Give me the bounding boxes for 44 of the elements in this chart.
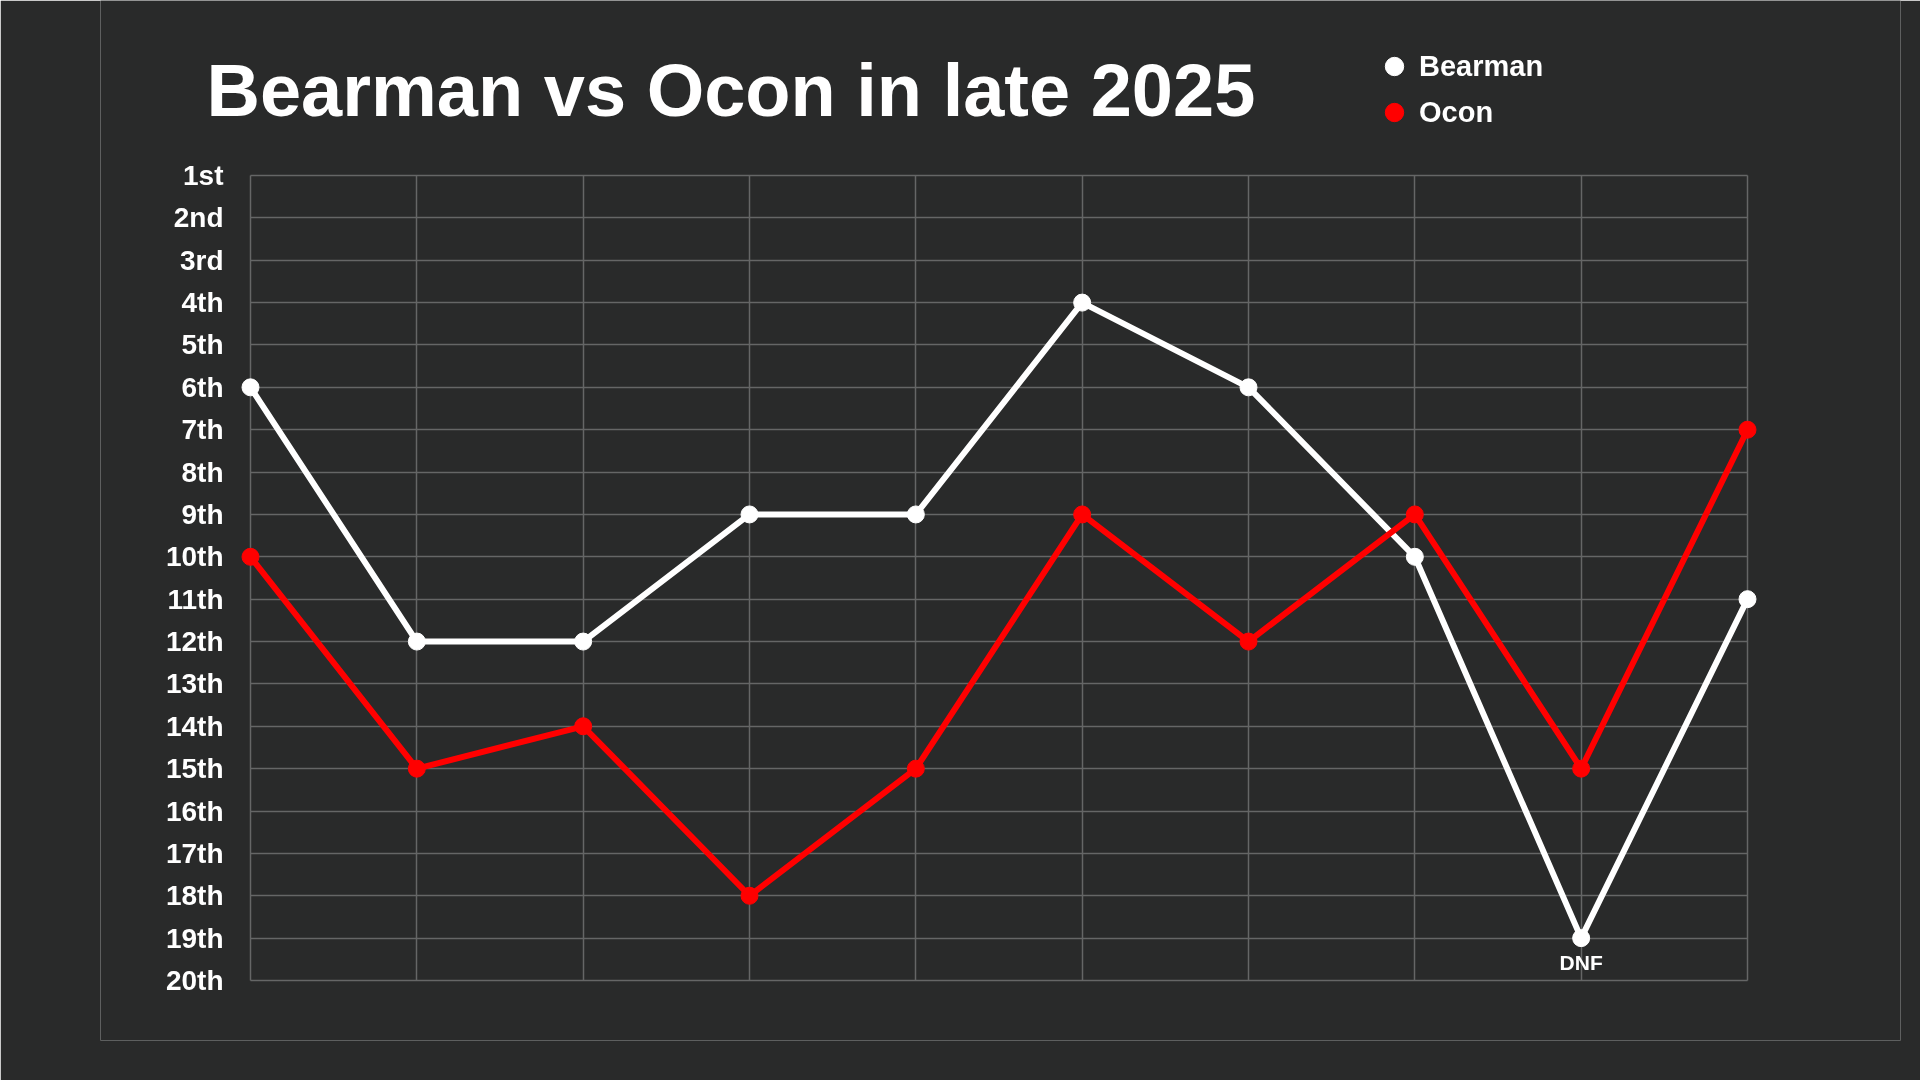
y-tick-label: 12th [165,626,224,658]
point [1572,759,1591,778]
y-tick-label: 16th [165,795,224,827]
y-tick-label: 7th [181,414,224,446]
y-tick-label: 13th [165,668,224,700]
point [1073,505,1092,524]
y-tick-label: 18th [165,880,224,912]
point [1239,632,1258,651]
point [1405,505,1424,524]
y-tick-label: 3rd [179,244,224,276]
point [1073,293,1092,312]
point [1572,929,1591,948]
chart-title: Bearman vs Ocon in late 2025 [206,49,1256,132]
y-tick-label: 6th [181,371,224,403]
y-tick-label: 17th [165,837,224,869]
point [1738,420,1757,439]
y-tick-label: 4th [181,287,224,319]
y-tick-label: 8th [181,456,224,488]
point [740,505,759,524]
point [906,759,925,778]
point [906,505,925,524]
point [740,886,759,905]
y-tick-label: 19th [165,922,224,954]
y-tick-label: 1st [183,160,224,191]
point [574,717,593,736]
y-tick-label: 15th [165,753,224,785]
point [241,378,260,397]
legend-label: Ocon [1419,95,1494,129]
data-label: DNF [1559,951,1603,975]
point [574,632,593,651]
y-tick-label: 2nd [173,202,224,234]
y-tick-label: 11th [167,583,224,615]
point [1405,547,1424,566]
y-tick-label: 9th [181,498,224,530]
point [1239,378,1258,397]
y-tick-label: 5th [181,329,224,361]
y-tick-label: 10th [165,541,224,573]
point [1738,590,1757,609]
point [407,759,426,778]
y-tick-label: 14th [165,710,224,742]
legend-label: Bearman [1419,49,1544,83]
point [241,547,260,566]
point [407,632,426,651]
y-tick-label: 20th [165,965,224,996]
